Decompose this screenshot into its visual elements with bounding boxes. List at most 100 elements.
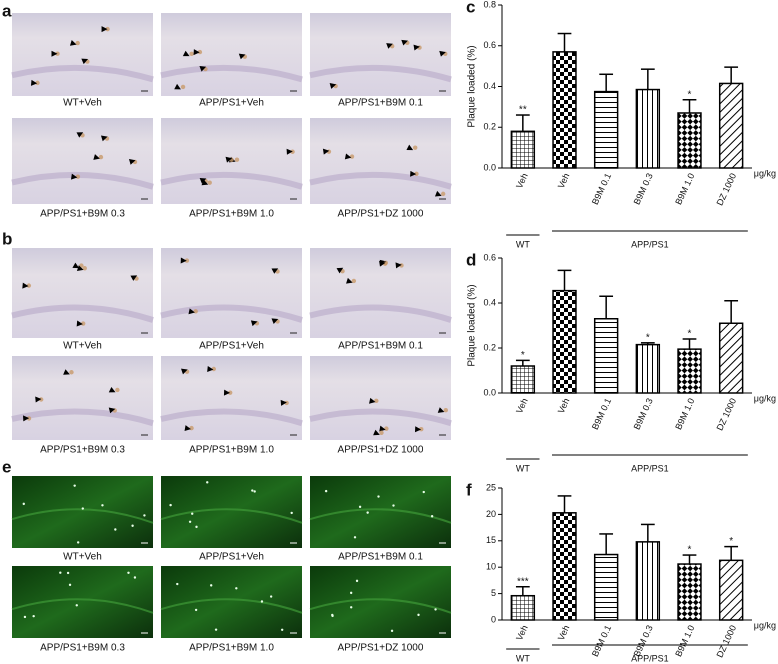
micrograph: [310, 13, 451, 96]
plaque: [32, 614, 35, 618]
x-tick-label: B9M 0.3: [632, 172, 655, 207]
micrograph: [310, 566, 451, 638]
x-tick-label: B9M 0.1: [590, 172, 613, 207]
micrograph: [161, 356, 302, 440]
micrograph: [310, 118, 451, 204]
panel-label: d: [466, 250, 476, 269]
tissue-band: [11, 408, 154, 427]
plaque: [143, 514, 146, 517]
plaque: [193, 309, 198, 314]
plaque: [443, 407, 448, 413]
arrowhead: [30, 79, 38, 86]
bar: [677, 348, 702, 394]
arrowhead: [271, 268, 279, 274]
plaque: [75, 40, 80, 46]
unit-label: μg/kg: [754, 393, 776, 403]
group-label: WT: [516, 463, 530, 473]
plaque: [234, 157, 240, 162]
arrowhead: [76, 265, 84, 271]
micrograph: [161, 566, 302, 638]
plaque: [422, 490, 425, 494]
plaque: [189, 51, 194, 56]
group-label: APP/PS1: [631, 653, 669, 663]
caption: APP/PS1+B9M 1.0: [189, 643, 274, 654]
tissue-band: [160, 304, 303, 323]
bar: [593, 318, 619, 394]
tissue-band: [309, 408, 452, 427]
micrograph: [310, 476, 451, 548]
plaque: [413, 145, 418, 150]
arrowhead: [401, 39, 408, 46]
panel-label: a: [2, 1, 12, 20]
bar: [552, 512, 577, 621]
caption: APP/PS1+B9M 0.1: [338, 98, 423, 109]
plaque: [180, 84, 186, 90]
arrowhead: [329, 83, 337, 89]
group-label: APP/PS1: [631, 239, 669, 249]
plaque: [35, 80, 40, 86]
tissue-band: [160, 408, 303, 427]
plaque: [377, 495, 380, 498]
x-tick-label: B9M 0.1: [590, 397, 613, 432]
y-tick-label: 0.0: [483, 162, 496, 172]
arrowhead: [379, 425, 386, 432]
bar: [510, 594, 536, 621]
tissue-band: [309, 598, 452, 614]
arrowhead: [238, 53, 246, 60]
arrowhead: [344, 153, 352, 160]
arrowhead: [336, 267, 344, 274]
arrowhead: [410, 170, 417, 177]
arrowhead: [439, 50, 446, 57]
significance-label: *: [688, 89, 692, 100]
bar: [552, 289, 577, 394]
y-tick-label: 20: [486, 509, 496, 519]
plaque: [353, 536, 357, 539]
micrograph: [12, 356, 153, 440]
plaque: [73, 484, 76, 487]
arrowhead: [76, 132, 84, 138]
plaque: [207, 180, 212, 185]
arrowhead: [70, 173, 78, 180]
panel-label: b: [2, 229, 12, 248]
panel-label: e: [2, 457, 11, 476]
plaque: [76, 541, 80, 544]
bar: [635, 541, 661, 621]
plaque: [253, 490, 256, 493]
plaque: [189, 425, 194, 431]
bar: [510, 365, 536, 394]
y-axis-title: Plaque loaded (%): [467, 284, 478, 366]
plaque: [349, 591, 353, 595]
arrowhead: [35, 396, 42, 403]
arrowhead: [250, 320, 258, 327]
arrowhead: [188, 308, 195, 315]
plaque: [211, 366, 216, 372]
caption: APP/PS1+B9M 0.1: [338, 552, 423, 563]
caption: APP/PS1+B9M 0.3: [40, 209, 125, 220]
plaque: [419, 427, 424, 432]
tissue-band: [160, 598, 303, 614]
plaque: [260, 600, 264, 603]
arrowhead: [437, 407, 445, 413]
y-tick-label: 25: [486, 482, 496, 492]
x-tick-label: Veh: [514, 172, 530, 190]
y-tick-label: 0.2: [483, 342, 496, 352]
arrowhead: [271, 318, 279, 324]
bar: [718, 322, 744, 394]
plaque: [82, 266, 87, 271]
plaque: [191, 512, 194, 515]
arrowhead: [174, 83, 181, 90]
tissue-band: [11, 304, 154, 323]
plaque: [331, 613, 334, 617]
plaque: [81, 507, 84, 510]
x-tick-label: Veh: [556, 624, 572, 642]
micrograph: [161, 476, 302, 548]
significance-label: *: [688, 545, 692, 556]
plaque: [98, 154, 104, 160]
caption: APP/PS1+B9M 0.3: [40, 445, 125, 456]
plaque: [350, 606, 353, 609]
plaque: [105, 26, 110, 32]
micrograph: [12, 566, 153, 638]
plaque: [206, 481, 209, 484]
tissue-band: [160, 64, 303, 83]
